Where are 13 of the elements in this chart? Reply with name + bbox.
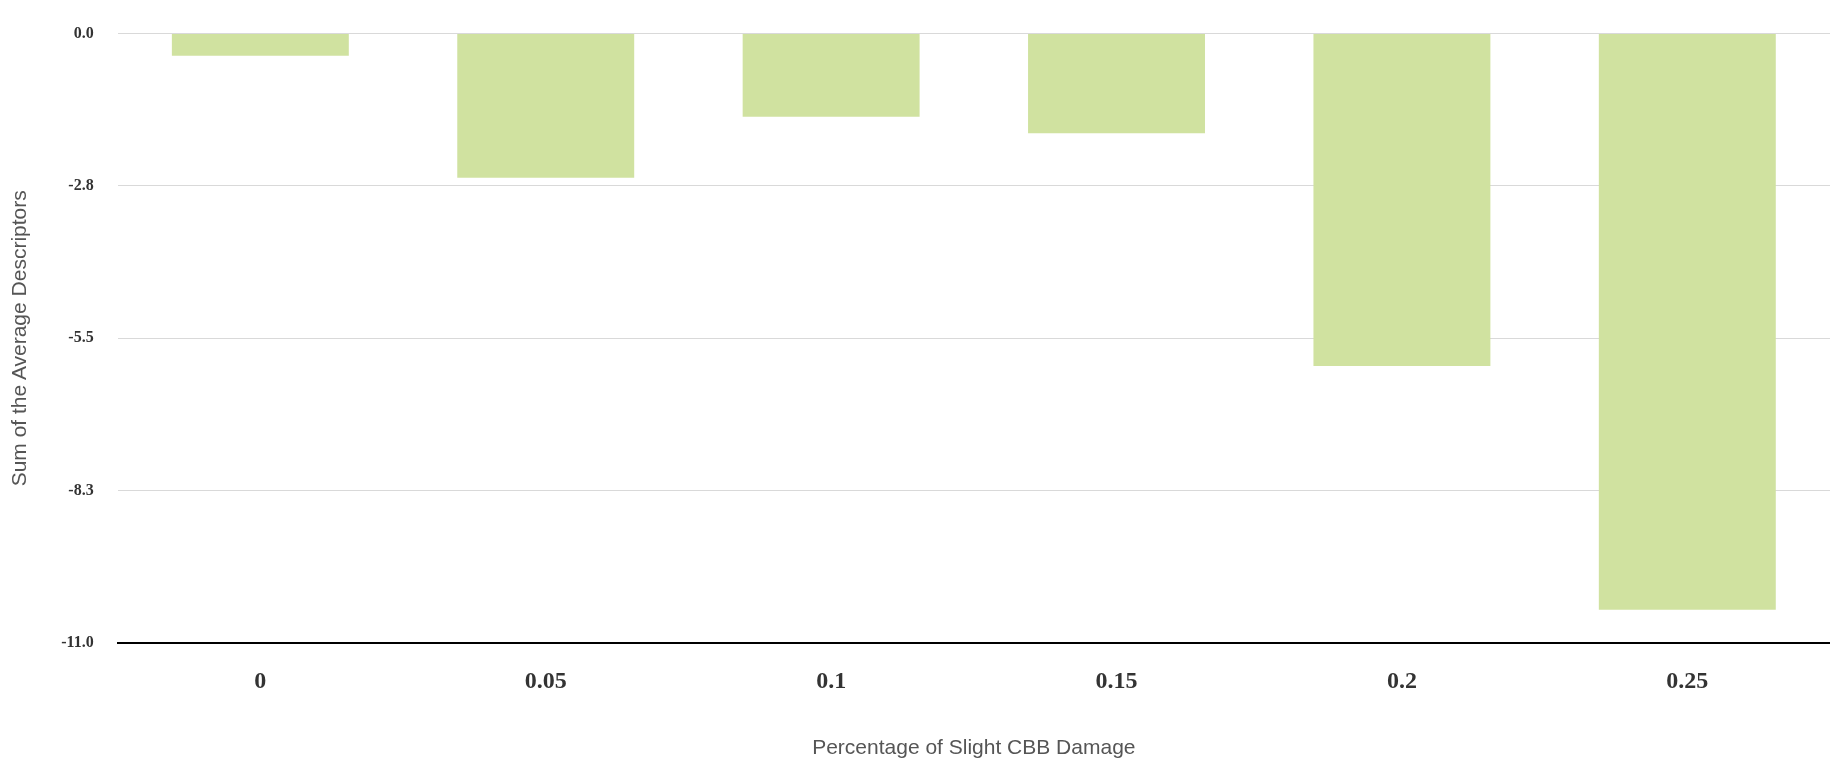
- x-tick-label: 0.1: [816, 666, 847, 693]
- y-tick-label: -8.3: [68, 480, 94, 498]
- y-axis-title: Sum of the Average Descriptors: [7, 190, 31, 487]
- x-tick-label: 0.2: [1386, 666, 1417, 693]
- y-tick-label: -2.8: [68, 176, 94, 194]
- x-tick-label: 0.25: [1666, 666, 1709, 693]
- x-tick-label: 0: [254, 666, 267, 693]
- x-axis-title: Percentage of Slight CBB Damage: [812, 735, 1136, 759]
- y-tick-label: 0.0: [73, 23, 94, 41]
- x-tick-label: 0.15: [1095, 666, 1138, 693]
- y-tick-label: -5.5: [68, 328, 94, 346]
- y-tick-label: -11.0: [61, 633, 94, 651]
- x-tick-label: 0.05: [524, 666, 567, 693]
